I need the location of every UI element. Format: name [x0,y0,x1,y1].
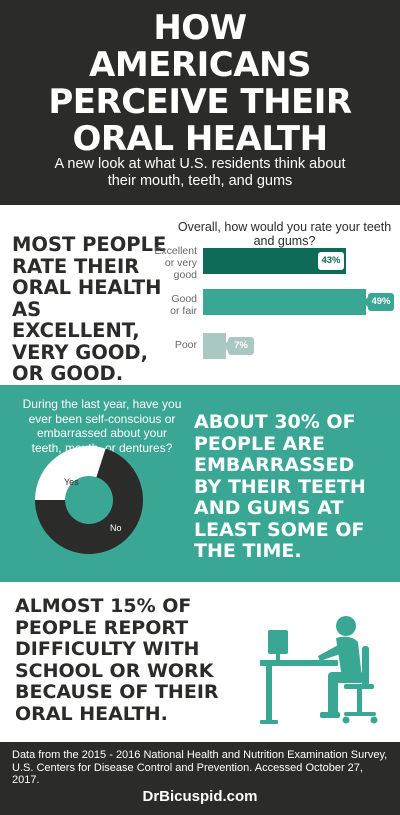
headline-line: THE TIME. [194,540,302,562]
bar-category-line: Good [171,293,197,305]
bar-category-line: or very [164,257,197,269]
title-line: AMERICANS [89,45,311,85]
bar-category-line: Excellent [154,245,197,257]
rating-question: Overall, how would you rate your teeth a… [177,220,392,248]
headline-line: DIFFICULTY WITH [15,638,200,660]
bar-category-label: Poor [145,339,197,351]
headline-line: VERY GOOD, [12,340,149,364]
rating-headline: MOST PEOPLE RATE THEIR ORAL HEALTH AS EX… [12,234,172,385]
headline-line: RATE THEIR [12,254,140,278]
headline-line: EMBARRASSED [194,454,355,476]
headline-line: OR GOOD. [12,362,124,385]
bar-value-label: 7% [223,337,254,355]
headline-line: BECAUSE OF THEIR [15,681,219,703]
page-title: HOW AMERICANS PERCEIVE THEIR ORAL HEALTH [0,10,400,158]
bar-category-line: or fair [170,305,197,317]
source-note: Data from the 2015 - 2016 National Healt… [12,749,388,786]
donut-slice-no [35,448,143,554]
donut-slice-yes [35,446,106,500]
headline-line: PEOPLE ARE [194,432,325,455]
donut-label-yes: Yes [64,477,79,487]
embarrassed-section: During the last year, have you ever been… [0,385,400,582]
footer: Data from the 2015 - 2016 National Healt… [0,742,400,815]
bar-category-line: good [173,269,197,281]
headline-line: AND GUMS AT [194,497,344,519]
work-section: ALMOST 15% OF PEOPLE REPORT DIFFICULTY W… [0,582,400,742]
headline-line: SCHOOL OR WORK [15,659,214,682]
brand-name: DrBicuspid.com [142,788,258,805]
headline-line: ABOUT 30% OF [194,411,356,433]
headline-line: BY THEIR TEETH [194,475,366,498]
headline-line: AS EXCELLENT, [12,297,140,342]
headline-line: ORAL HEALTH [12,276,162,299]
page-subtitle: A new look at what U.S. residents think … [54,156,346,189]
donut-chart: Yes No [35,446,143,554]
title-line: HOW [153,8,247,48]
rating-section: MOST PEOPLE RATE THEIR ORAL HEALTH AS EX… [0,205,400,385]
bar-good [203,289,366,315]
headline-line: ORAL HEALTH. [15,702,168,725]
header: HOW AMERICANS PERCEIVE THEIR ORAL HEALTH… [0,0,400,205]
title-line: PERCEIVE THEIR [48,82,352,122]
embarrassed-headline: ABOUT 30% OF PEOPLE ARE EMBARRASSED BY T… [194,411,394,563]
bar-poor [203,333,226,359]
bar-category-label: Excellent or very good [145,245,197,281]
bar-category-line: Poor [174,339,197,351]
headline-line: ALMOST 15% OF [15,595,192,617]
headline-line: LEAST SOME OF [194,518,365,541]
headline-line: MOST PEOPLE [12,233,167,256]
bar-category-label: Good or fair [145,293,197,317]
bar-value-label: 49% [363,293,394,311]
headline-line: PEOPLE REPORT [15,616,189,639]
bar-value-label: 43% [313,252,344,270]
title-line: ORAL HEALTH [72,119,328,159]
work-headline: ALMOST 15% OF PEOPLE REPORT DIFFICULTY W… [15,595,265,725]
donut-label-no: No [110,523,122,533]
person-at-desk-icon [260,616,378,724]
embarrassed-question: During the last year, have you ever been… [22,397,182,455]
